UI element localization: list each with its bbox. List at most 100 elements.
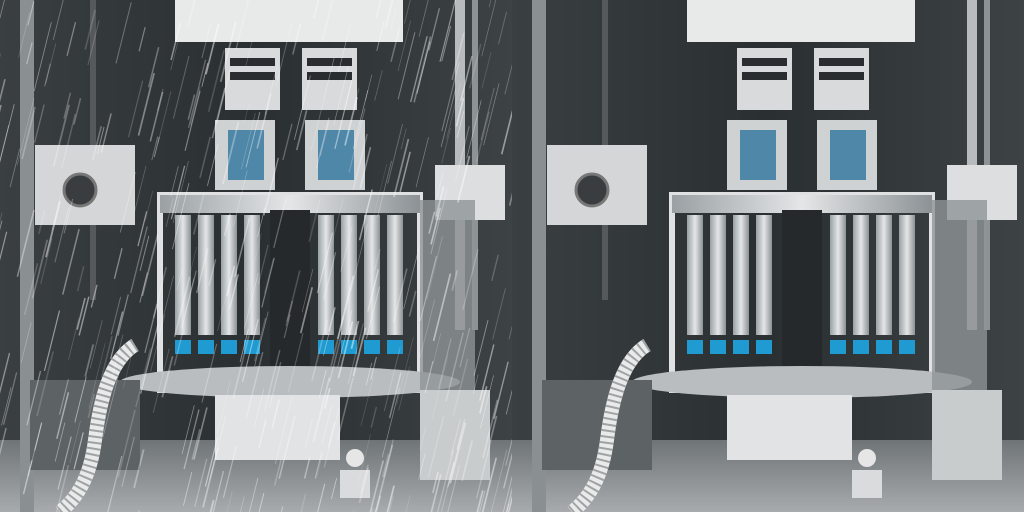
rain-streak	[403, 245, 420, 310]
rain-streak	[331, 477, 338, 500]
rain-streak	[383, 439, 394, 478]
rain-streak	[78, 296, 90, 336]
rain-streak	[150, 314, 166, 372]
rain-streak	[440, 89, 457, 147]
rain-streak	[189, 86, 201, 126]
rain-streak	[31, 239, 49, 299]
rain-streak	[301, 269, 314, 313]
rain-streak	[0, 0, 5, 20]
rain-streak	[127, 80, 144, 138]
rain-streak	[239, 328, 249, 363]
rain-streak	[462, 248, 479, 310]
rain-streak	[278, 415, 296, 480]
rain-streak	[413, 36, 432, 103]
rain-streak	[100, 335, 113, 378]
rain-streak	[313, 0, 320, 19]
rain-streak	[242, 319, 259, 382]
rain-streak	[370, 356, 377, 380]
rain-streak	[388, 372, 402, 419]
rain-streak	[437, 338, 452, 390]
rain-streak	[110, 311, 124, 360]
rain-streak	[0, 352, 11, 394]
rain-streak	[258, 419, 267, 449]
rain-streak	[257, 207, 266, 238]
rain-streak	[172, 161, 189, 224]
rain-streak	[366, 286, 380, 340]
rain-streak	[338, 23, 351, 72]
rain-streak	[201, 22, 212, 59]
rain-streak	[0, 79, 6, 103]
rain-streak	[430, 474, 442, 512]
rain-streak	[304, 418, 314, 450]
rain-streak	[285, 270, 301, 327]
rain-streak	[63, 198, 74, 234]
rain-streak	[184, 278, 195, 316]
rain-streak	[344, 96, 358, 146]
rain-streak	[141, 233, 159, 297]
rain-streak	[323, 333, 330, 356]
rain-streak	[311, 319, 329, 381]
rain-streak	[216, 381, 231, 435]
rain-streak	[26, 370, 42, 426]
rain-streak	[358, 189, 373, 241]
rain-streak	[479, 386, 488, 414]
rain-streak	[503, 452, 512, 489]
rain-streak	[138, 26, 146, 52]
rain-streak	[144, 190, 154, 221]
rain-streak	[117, 294, 129, 336]
rain-streak	[430, 214, 440, 246]
rain-streak	[456, 419, 466, 450]
rain-streak	[323, 252, 337, 300]
rain-streak	[481, 0, 497, 57]
rain-streak	[488, 0, 492, 8]
rain-streak	[451, 32, 465, 81]
rain-streak	[375, 444, 394, 511]
rain-streak	[222, 121, 240, 185]
rain-streak	[432, 471, 439, 494]
rain-streak	[119, 171, 136, 233]
rain-streak	[398, 366, 411, 411]
rain-streak	[441, 25, 452, 62]
rain-streak	[209, 499, 215, 512]
rain-streak	[473, 319, 489, 376]
rain-streak	[455, 125, 470, 181]
rain-streak	[246, 233, 262, 293]
rain-streak	[76, 265, 85, 292]
rain-streak	[170, 22, 182, 61]
rain-streak	[377, 160, 392, 218]
rain-streak	[352, 133, 368, 190]
rain-streak	[199, 136, 212, 179]
rain-streak	[226, 491, 233, 512]
rain-streak	[34, 423, 43, 451]
rain-streak	[173, 333, 184, 366]
rain-streak	[327, 422, 336, 448]
rain-streak	[66, 22, 77, 56]
rain-streak	[365, 74, 373, 101]
rain-streak	[172, 55, 190, 119]
rain-streak	[381, 387, 400, 458]
rain-streak	[387, 123, 404, 184]
rain-streak	[329, 198, 344, 250]
rain-streak	[153, 136, 160, 158]
rain-streak	[107, 455, 123, 512]
rain-streak	[16, 98, 35, 166]
rain-streak	[54, 422, 66, 462]
rain-streak	[374, 70, 383, 101]
rain-streak	[241, 113, 256, 170]
rain-streak	[315, 452, 324, 479]
rain-streak	[130, 226, 148, 294]
rain-streak	[446, 82, 461, 139]
rain-streak	[157, 91, 172, 144]
rain-streak	[90, 284, 98, 308]
rain-streak	[133, 449, 145, 489]
rain-streak	[87, 20, 100, 66]
rain-streak	[21, 106, 36, 160]
rain-streak	[292, 23, 302, 55]
rain-streak	[358, 467, 370, 504]
rain-streak	[137, 211, 148, 247]
rain-streak	[223, 213, 231, 237]
rain-streak	[384, 0, 394, 28]
rain-streak	[113, 248, 123, 279]
rain-streak	[194, 458, 208, 508]
rain-streak	[506, 495, 512, 512]
